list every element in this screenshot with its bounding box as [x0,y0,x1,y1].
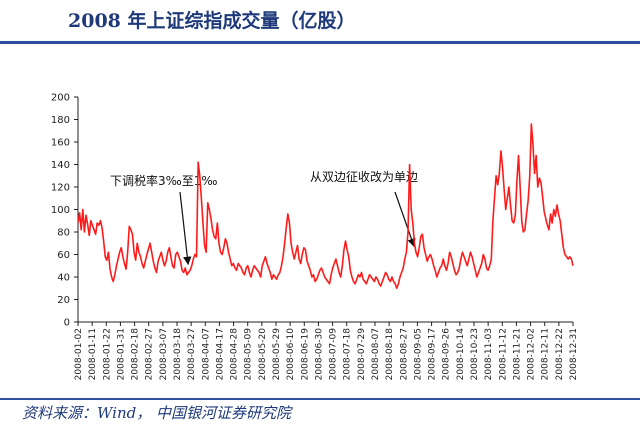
x-tick-label: 2008-01-02 [74,328,84,380]
x-tick-label: 2008-12-22 [555,328,565,380]
y-tick-label: 40 [57,273,70,284]
chart-axes: 0 20 40 60 80 100 120 140 160 180 200 2008-01-02 200… [51,93,579,381]
x-tick-label: 2008-03-07 [159,328,169,380]
x-tick-label: 2008-09-26 [442,328,452,381]
x-tick-label: 2008-04-07 [201,328,211,380]
x-tick-label: 2008-10-14 [456,328,466,381]
x-tick-label: 2008-12-11 [541,328,551,380]
x-tick-label: 2008-11-03 [484,328,494,380]
x-tick-label: 2008-11-12 [498,328,508,380]
x-tick-label: 2008-01-22 [102,328,112,380]
x-tick-label: 2008-08-07 [371,328,381,380]
x-tick-label: 2008-05-29 [272,328,282,381]
x-tick-label: 2008-11-21 [512,328,522,380]
y-tick-label: 120 [51,183,70,194]
y-tick-label: 0 [64,318,70,329]
x-tick-label: 2008-09-05 [413,328,423,380]
x-tick-label: 2008-03-27 [187,328,197,380]
x-tick-label: 2008-09-17 [428,328,438,380]
chart-plot-area [77,123,574,290]
x-tick-label: 2008-04-17 [215,328,225,380]
y-tick-label: 180 [51,115,70,126]
x-tick-label: 2008-07-18 [343,328,353,381]
y-tick-label: 100 [51,205,70,216]
x-tick-label: 2008-02-27 [145,328,155,380]
x-tick-label: 2008-06-10 [286,328,296,381]
x-tick-label: 2008-03-18 [173,328,183,381]
y-tick-label: 20 [57,295,70,306]
x-tick-label: 2008-05-09 [244,328,254,381]
x-tick-label: 2008-05-20 [258,328,268,381]
x-tick-label: 2008-07-29 [357,328,367,381]
y-tick-label: 160 [51,138,70,149]
x-tick-label: 2008-07-09 [329,328,339,381]
x-tick-label: 2008-02-18 [131,328,141,381]
x-tick-label: 2008-12-02 [527,328,537,380]
chart-title: 2008 年上证综指成交量（亿股） [68,10,356,32]
header-rule [0,41,640,44]
x-tick-label: 2008-08-18 [385,328,395,381]
annotation-label: 下调税率3‰至1‰ [110,173,217,188]
source-note: 资料来源：Wind， 中国银河证券研究院 [22,404,291,422]
y-tick-label: 80 [57,228,70,239]
chart-annotations: 下调税率3‰至1‰ 从双边征收改为单边 [110,170,418,266]
y-tick-label: 140 [51,160,70,171]
x-tick-label: 2008-06-30 [314,328,324,381]
x-tick-label: 2008-01-11 [88,328,98,380]
x-tick-label: 2008-08-27 [399,328,409,380]
x-tick-label: 2008-12-31 [569,328,579,380]
annotation-arrow [394,191,416,248]
x-tick-label: 2008-06-19 [300,328,310,381]
y-tick-label: 200 [51,93,70,104]
x-tick-label: 2008-01-31 [116,328,126,380]
annotation-arrow [179,191,192,266]
footer-rule [0,398,640,400]
annotation-label: 从双边征收改为单边 [310,170,418,184]
x-tick-label: 2008-04-28 [230,328,240,381]
y-tick-label: 60 [57,250,70,261]
volume-series-line [77,123,574,290]
x-tick-label: 2008-10-23 [470,328,480,380]
